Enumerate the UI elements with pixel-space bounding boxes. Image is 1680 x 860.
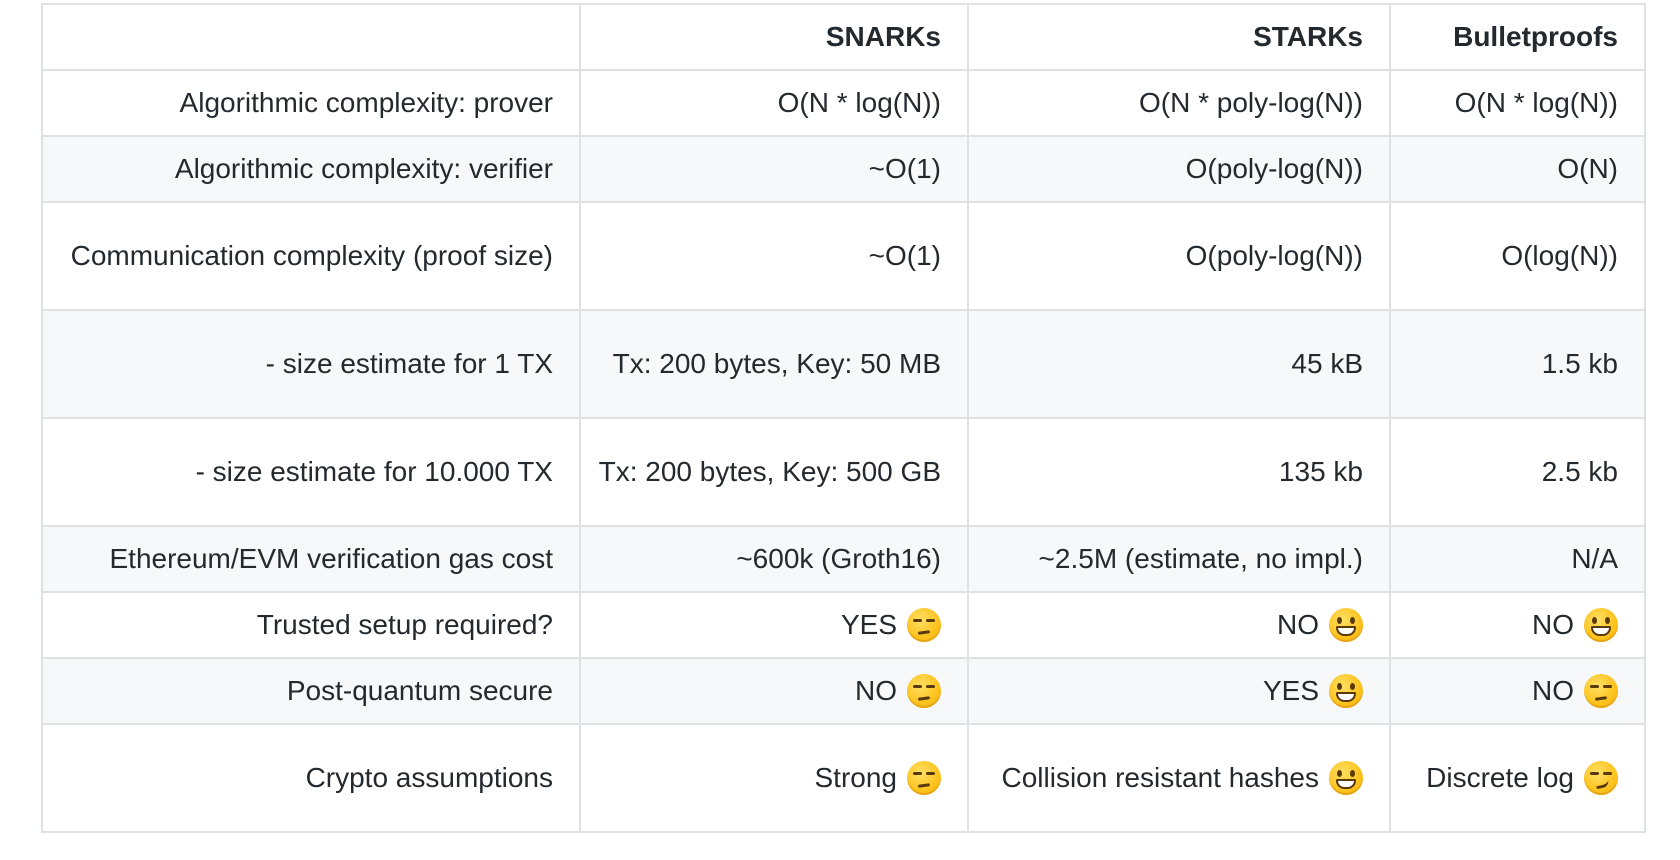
bulletproofs-cell: Discrete log bbox=[1389, 723, 1646, 833]
snarks-cell: O(N * log(N)) bbox=[579, 69, 969, 137]
cell-text: Tx: 200 bytes, Key: 500 GB bbox=[598, 456, 941, 487]
cell-text: O(N * poly-log(N)) bbox=[1138, 87, 1363, 118]
table-row: Crypto assumptions Strong Collision resi… bbox=[41, 723, 1646, 833]
starks-cell: Collision resistant hashes bbox=[967, 723, 1391, 833]
starks-cell: YES bbox=[967, 657, 1391, 725]
grinning-face-icon bbox=[1329, 674, 1363, 708]
table-row: Trusted setup required? YES NO NO bbox=[41, 591, 1646, 659]
table-row: - size estimate for 10.000 TX Tx: 200 by… bbox=[41, 417, 1646, 527]
smirking-face-icon bbox=[1584, 761, 1618, 795]
cell-text: ~O(1) bbox=[868, 153, 941, 184]
grinning-face-icon bbox=[1584, 608, 1618, 642]
table-row: Communication complexity (proof size) ~O… bbox=[41, 201, 1646, 311]
cell-text: 45 kB bbox=[1291, 348, 1363, 379]
cell-text: NO bbox=[1277, 609, 1319, 640]
snarks-cell: Tx: 200 bytes, Key: 500 GB bbox=[579, 417, 969, 527]
row-label: Algorithmic complexity: verifier bbox=[41, 135, 581, 203]
snarks-cell: ~O(1) bbox=[579, 135, 969, 203]
bulletproofs-cell: 1.5 kb bbox=[1389, 309, 1646, 419]
row-label: Algorithmic complexity: prover bbox=[41, 69, 581, 137]
starks-cell: O(N * poly-log(N)) bbox=[967, 69, 1391, 137]
cell-text: 135 kb bbox=[1278, 456, 1363, 487]
header-empty-cell bbox=[41, 3, 581, 71]
cell-text: NO bbox=[855, 675, 897, 706]
row-label: Communication complexity (proof size) bbox=[41, 201, 581, 311]
table-header-row: SNARKs STARKs Bulletproofs bbox=[41, 3, 1646, 71]
row-label: Crypto assumptions bbox=[41, 723, 581, 833]
starks-cell: ~2.5M (estimate, no impl.) bbox=[967, 525, 1391, 593]
snarks-cell: ~O(1) bbox=[579, 201, 969, 311]
grinning-face-icon bbox=[1329, 608, 1363, 642]
cell-text: Collision resistant hashes bbox=[1001, 762, 1320, 793]
snarks-cell: Strong bbox=[579, 723, 969, 833]
starks-cell: 135 kb bbox=[967, 417, 1391, 527]
table-row: Ethereum/EVM verification gas cost ~600k… bbox=[41, 525, 1646, 593]
cell-text: O(poly-log(N)) bbox=[1185, 153, 1363, 184]
zk-proof-comparison-table: SNARKs STARKs Bulletproofs Algorithmic c… bbox=[41, 3, 1646, 833]
grinning-face-icon bbox=[1329, 761, 1363, 795]
cell-text: O(N * log(N)) bbox=[1454, 87, 1618, 118]
header-bulletproofs: Bulletproofs bbox=[1389, 3, 1646, 71]
bulletproofs-cell: N/A bbox=[1389, 525, 1646, 593]
bulletproofs-cell: NO bbox=[1389, 657, 1646, 725]
unamused-face-icon bbox=[1584, 674, 1618, 708]
snarks-cell: ~600k (Groth16) bbox=[579, 525, 969, 593]
cell-text: ~2.5M (estimate, no impl.) bbox=[1038, 543, 1363, 574]
starks-cell: NO bbox=[967, 591, 1391, 659]
starks-cell: O(poly-log(N)) bbox=[967, 135, 1391, 203]
cell-text: O(N * log(N)) bbox=[777, 87, 941, 118]
bulletproofs-cell: O(N) bbox=[1389, 135, 1646, 203]
row-label: - size estimate for 10.000 TX bbox=[41, 417, 581, 527]
starks-cell: O(poly-log(N)) bbox=[967, 201, 1391, 311]
cell-text: NO bbox=[1532, 609, 1574, 640]
row-label: - size estimate for 1 TX bbox=[41, 309, 581, 419]
bulletproofs-cell: 2.5 kb bbox=[1389, 417, 1646, 527]
row-label: Trusted setup required? bbox=[41, 591, 581, 659]
cell-text: O(N) bbox=[1557, 153, 1618, 184]
unamused-face-icon bbox=[907, 761, 941, 795]
snarks-cell: NO bbox=[579, 657, 969, 725]
cell-text: ~O(1) bbox=[868, 240, 941, 271]
header-starks: STARKs bbox=[967, 3, 1391, 71]
cell-text: O(poly-log(N)) bbox=[1185, 240, 1363, 271]
snarks-cell: YES bbox=[579, 591, 969, 659]
bulletproofs-cell: O(N * log(N)) bbox=[1389, 69, 1646, 137]
cell-text: Discrete log bbox=[1426, 762, 1574, 793]
table-row: Algorithmic complexity: verifier ~O(1) O… bbox=[41, 135, 1646, 203]
table-row: Post-quantum secure NO YES NO bbox=[41, 657, 1646, 725]
unamused-face-icon bbox=[907, 608, 941, 642]
cell-text: NO bbox=[1532, 675, 1574, 706]
snarks-cell: Tx: 200 bytes, Key: 50 MB bbox=[579, 309, 969, 419]
cell-text: YES bbox=[840, 609, 897, 640]
cell-text: 2.5 kb bbox=[1541, 456, 1618, 487]
row-label: Ethereum/EVM verification gas cost bbox=[41, 525, 581, 593]
unamused-face-icon bbox=[907, 674, 941, 708]
cell-text: ~600k (Groth16) bbox=[736, 543, 941, 574]
starks-cell: 45 kB bbox=[967, 309, 1391, 419]
table-row: Algorithmic complexity: prover O(N * log… bbox=[41, 69, 1646, 137]
cell-text: Tx: 200 bytes, Key: 50 MB bbox=[612, 348, 941, 379]
header-snarks: SNARKs bbox=[579, 3, 969, 71]
cell-text: YES bbox=[1262, 675, 1319, 706]
table-row: - size estimate for 1 TX Tx: 200 bytes, … bbox=[41, 309, 1646, 419]
bulletproofs-cell: O(log(N)) bbox=[1389, 201, 1646, 311]
comparison-table-wrapper: SNARKs STARKs Bulletproofs Algorithmic c… bbox=[41, 3, 1646, 833]
cell-text: Strong bbox=[814, 762, 898, 793]
bulletproofs-cell: NO bbox=[1389, 591, 1646, 659]
cell-text: N/A bbox=[1571, 543, 1618, 574]
cell-text: O(log(N)) bbox=[1501, 240, 1618, 271]
row-label: Post-quantum secure bbox=[41, 657, 581, 725]
cell-text: 1.5 kb bbox=[1541, 348, 1618, 379]
